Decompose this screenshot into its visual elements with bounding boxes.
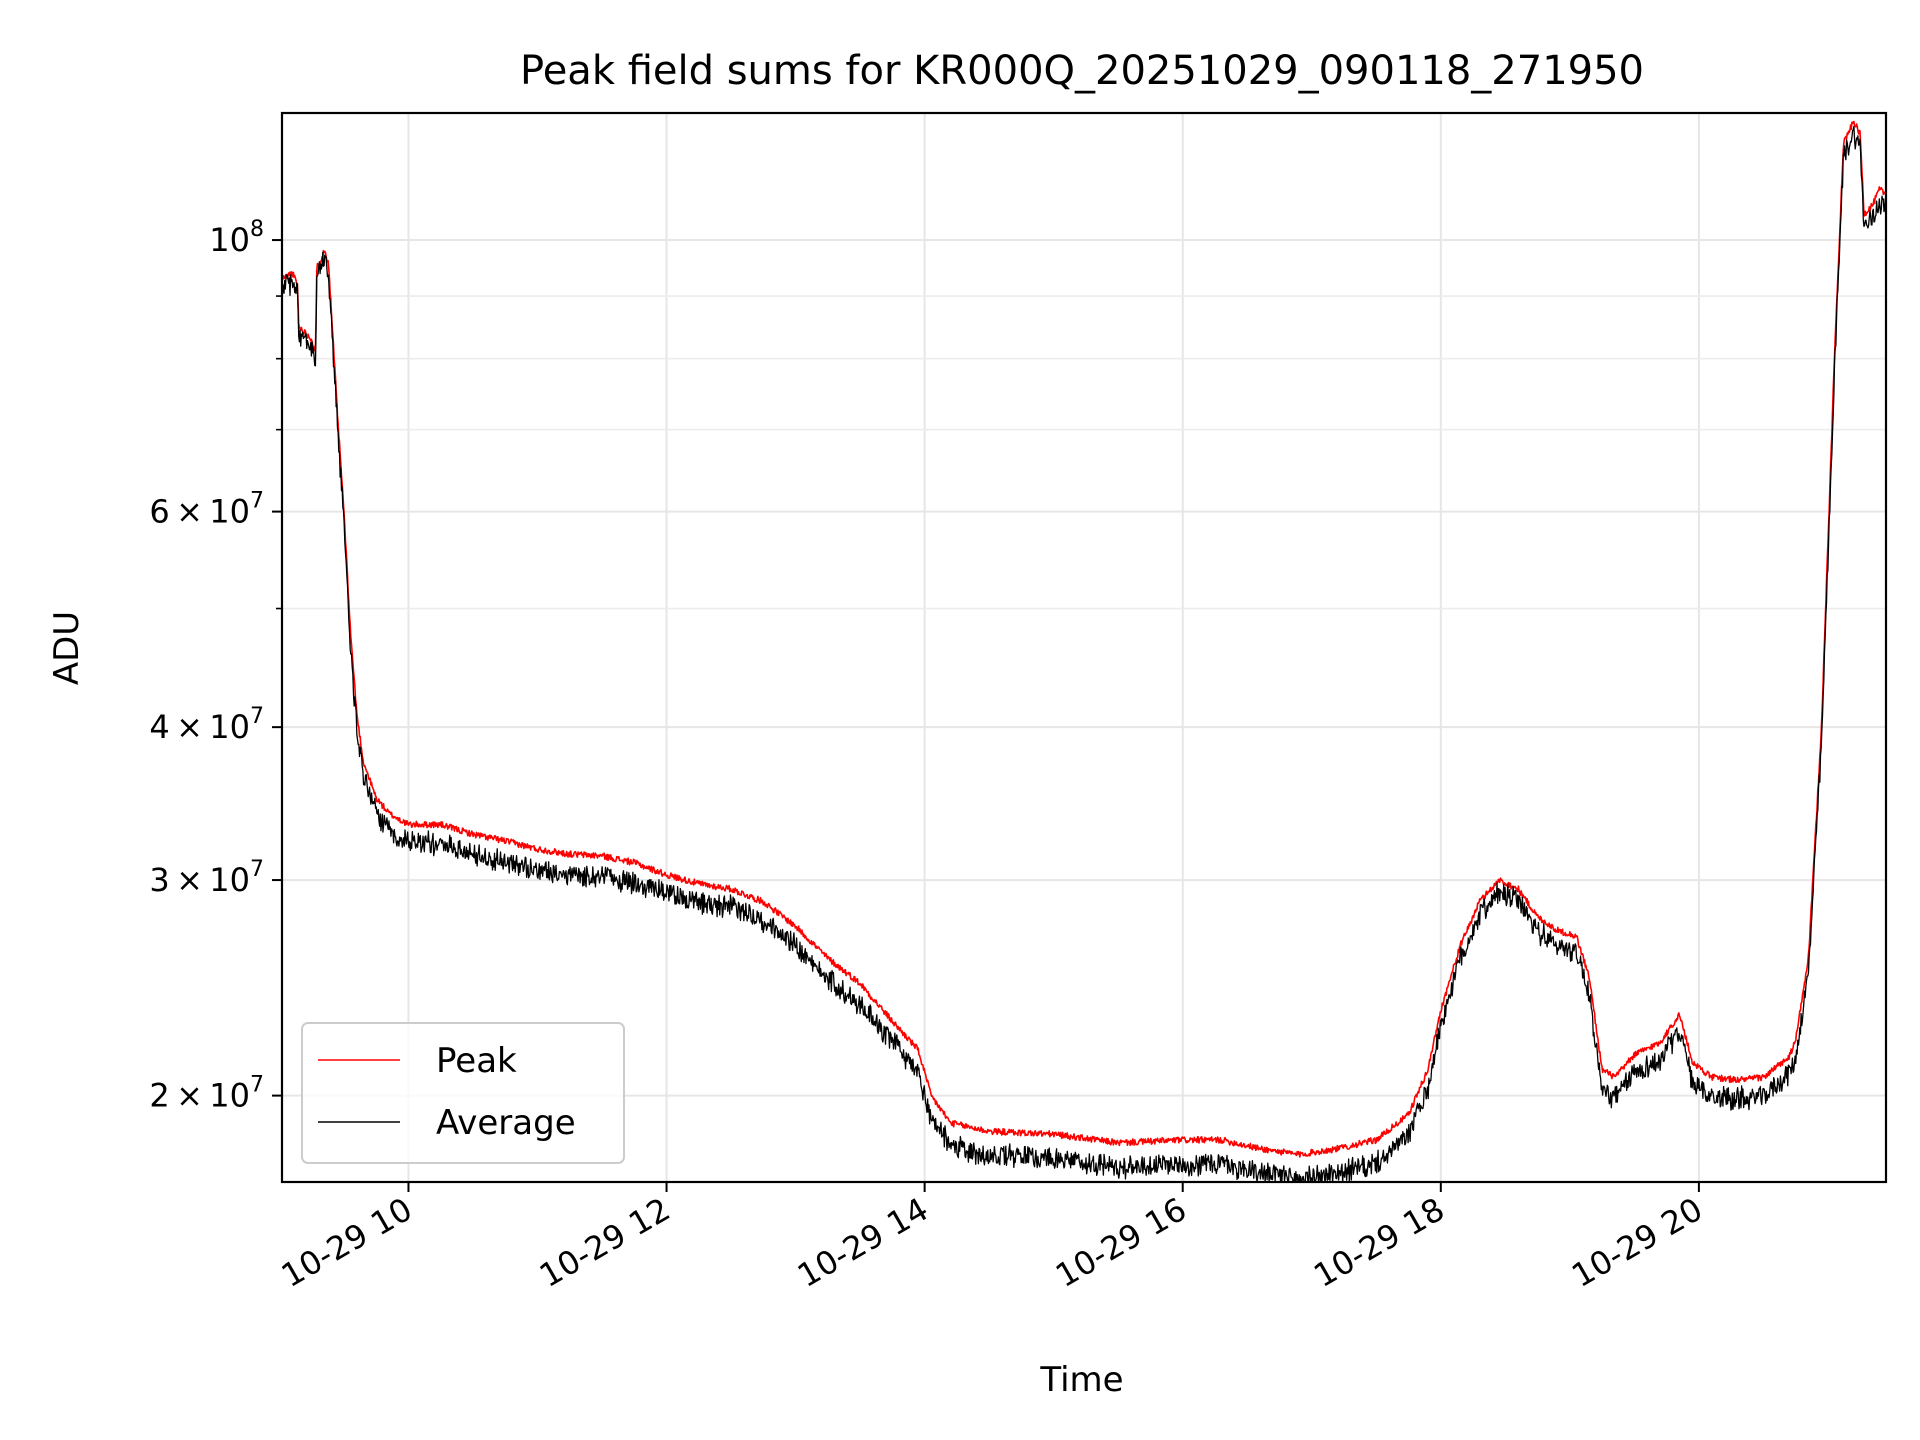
y-tick-exponent: 7 [250, 1073, 264, 1098]
y-tick-label: 3 × 107 [149, 857, 264, 899]
legend-peak-label: Peak [436, 1041, 517, 1081]
chart-title: Peak field sums for KR000Q_20251029_0901… [520, 48, 1644, 94]
legend-average-label: Average [436, 1103, 576, 1143]
series-line-peak [282, 120, 1886, 1158]
plot-frame [280, 111, 1888, 1184]
grid [282, 113, 1886, 1182]
series-line-average [282, 125, 1886, 1182]
y-tick-exponent: 7 [250, 489, 264, 514]
y-tick-label: 6 × 107 [149, 489, 264, 531]
y-tick-exponent: 7 [250, 857, 264, 882]
y-tick-label: 108 [209, 217, 264, 259]
y-tick-mantissa: 6 × 10 [149, 493, 250, 531]
y-tick-label: 2 × 107 [149, 1073, 264, 1115]
x-axis-label: Time [1039, 1360, 1123, 1400]
y-axis-label: ADU [47, 611, 87, 685]
y-tick-mantissa: 3 × 10 [149, 861, 250, 899]
series-layer [282, 120, 1886, 1182]
y-tick-mantissa: 10 [209, 221, 250, 259]
legend-box [301, 1022, 625, 1164]
legend: Peak Average [301, 1022, 625, 1164]
y-tick-label: 4 × 107 [149, 704, 264, 746]
y-tick-mantissa: 2 × 10 [149, 1077, 250, 1115]
y-tick-exponent: 8 [250, 217, 264, 242]
y-tick-mantissa: 4 × 10 [149, 708, 250, 746]
y-tick-exponent: 7 [250, 704, 264, 729]
